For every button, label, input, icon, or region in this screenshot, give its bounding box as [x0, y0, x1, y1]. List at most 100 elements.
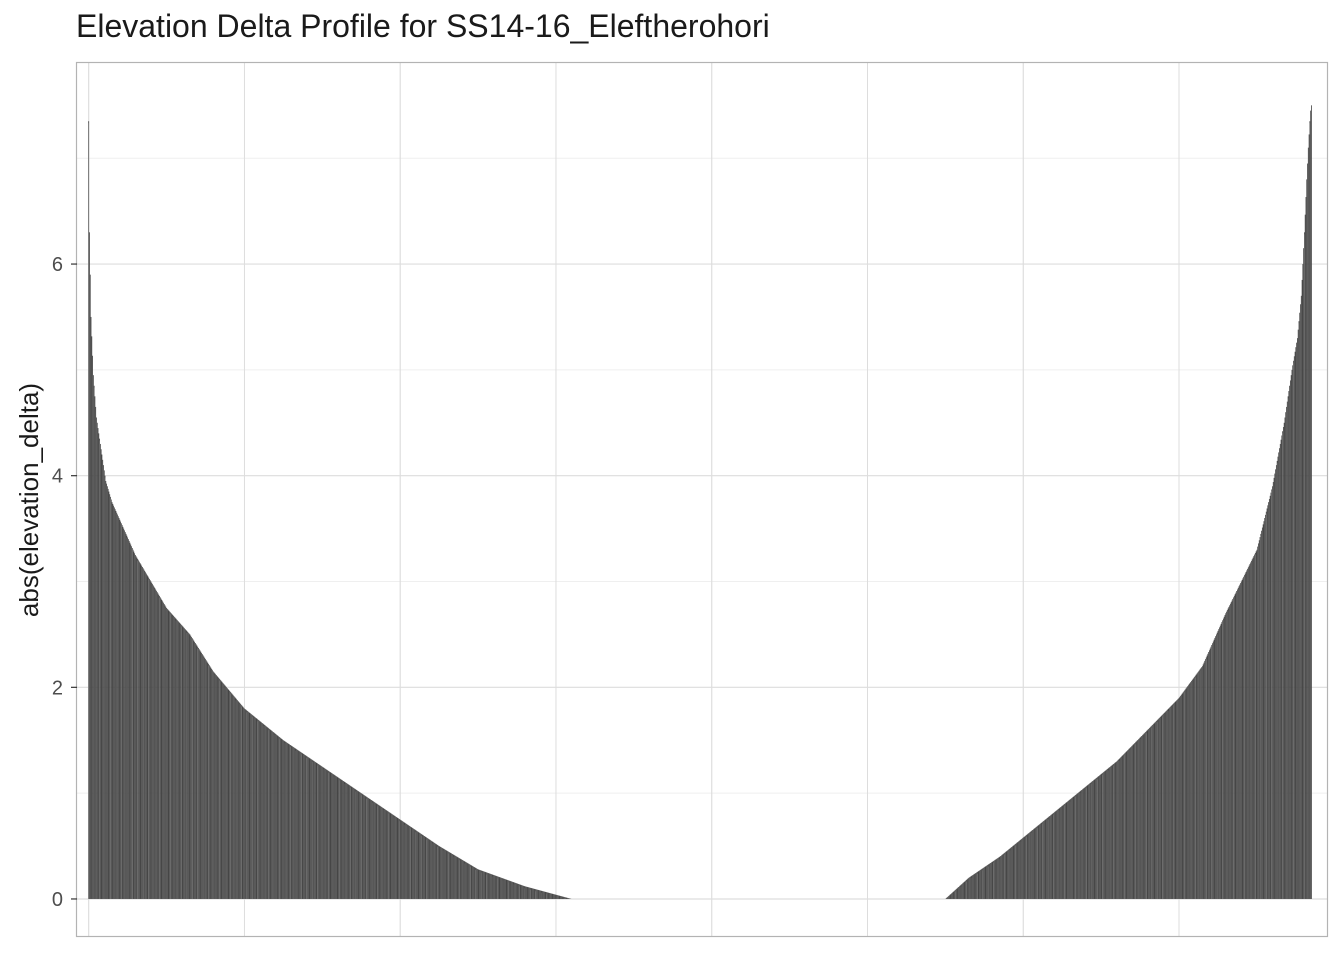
bar — [332, 773, 333, 899]
bar — [492, 874, 494, 899]
bar — [394, 815, 396, 899]
bar — [953, 891, 955, 899]
bar — [297, 749, 298, 899]
bar — [411, 827, 413, 899]
bar — [346, 783, 347, 899]
bar — [1220, 623, 1222, 899]
bar — [258, 719, 259, 899]
bar — [465, 861, 467, 899]
bar — [166, 608, 168, 899]
bar — [229, 690, 231, 899]
bar — [1218, 629, 1220, 899]
bar — [416, 831, 418, 899]
bar — [1258, 540, 1260, 899]
bar — [395, 816, 396, 899]
bar — [234, 697, 236, 899]
bar — [1136, 740, 1138, 899]
bar — [89, 232, 90, 899]
bar — [532, 888, 534, 899]
bar — [566, 897, 568, 899]
bar — [1300, 304, 1301, 899]
bar — [392, 814, 394, 899]
bar — [533, 888, 535, 899]
bar — [258, 720, 260, 899]
bar — [325, 768, 326, 899]
bar — [954, 890, 956, 899]
bar — [1104, 770, 1106, 899]
bar — [225, 686, 227, 899]
bar — [145, 573, 147, 899]
bar — [1256, 549, 1258, 899]
bar — [1157, 719, 1159, 899]
bar — [274, 733, 276, 899]
bar — [503, 878, 505, 899]
bar — [487, 872, 488, 899]
bar — [351, 786, 353, 899]
bar — [1106, 769, 1108, 899]
bar — [1146, 730, 1148, 899]
bar — [109, 494, 111, 899]
bar — [444, 849, 446, 899]
bar — [1163, 712, 1165, 899]
bar — [1208, 650, 1210, 899]
bar — [1241, 579, 1243, 899]
bar — [984, 866, 986, 899]
bar — [951, 892, 953, 899]
bar — [485, 872, 487, 899]
bar — [280, 738, 282, 899]
bar — [1295, 347, 1297, 899]
bar — [1209, 648, 1211, 899]
bar — [190, 635, 192, 899]
bar — [451, 853, 453, 899]
bar — [1290, 375, 1292, 899]
bar — [1219, 627, 1220, 899]
bar — [478, 869, 480, 899]
bar — [564, 897, 566, 899]
bar — [530, 887, 532, 899]
bar — [1113, 763, 1115, 899]
bar — [156, 590, 157, 899]
bar — [1247, 567, 1249, 899]
bar — [407, 824, 409, 899]
bar — [430, 840, 432, 899]
bar — [1011, 846, 1013, 899]
bar — [215, 674, 217, 899]
bar — [440, 846, 442, 899]
bar — [1019, 840, 1021, 899]
bar — [1040, 822, 1042, 899]
bar — [964, 881, 966, 899]
bar — [324, 768, 326, 899]
bar — [156, 592, 158, 899]
bar — [396, 817, 398, 899]
bar — [356, 789, 358, 899]
bar — [548, 892, 550, 899]
bar — [1166, 710, 1167, 899]
bar — [140, 564, 142, 899]
bar — [1182, 692, 1184, 899]
bar — [549, 893, 551, 899]
bar — [369, 798, 371, 899]
bar — [1116, 761, 1118, 899]
bar — [531, 888, 533, 899]
bar — [948, 895, 950, 899]
bar — [412, 828, 414, 899]
bar — [101, 454, 103, 899]
bar — [1076, 793, 1078, 899]
bar — [163, 604, 165, 899]
bar — [1273, 477, 1275, 899]
bar — [1110, 765, 1112, 899]
bar — [523, 885, 525, 899]
bar — [116, 512, 118, 899]
bar — [244, 708, 245, 899]
bar — [1171, 705, 1173, 899]
bar — [312, 760, 314, 899]
bar — [212, 670, 213, 899]
bar — [145, 572, 146, 899]
bar — [275, 734, 277, 899]
bar — [1044, 819, 1046, 899]
bar — [390, 813, 392, 899]
bar — [967, 878, 969, 899]
bar — [551, 893, 553, 899]
bar — [425, 837, 427, 899]
bar — [1025, 835, 1027, 899]
